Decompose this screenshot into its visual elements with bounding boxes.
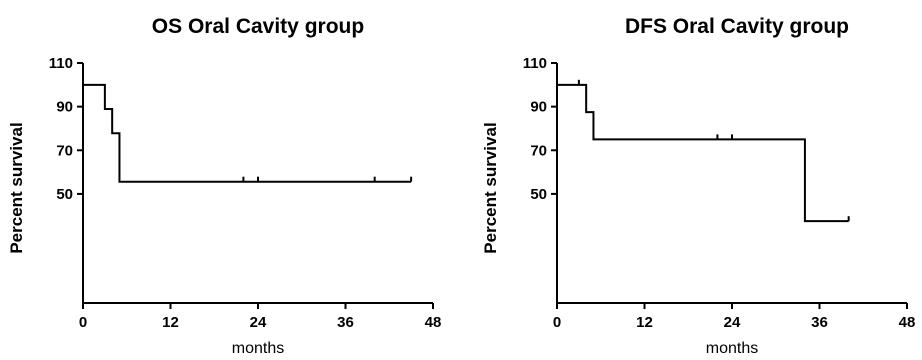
- y-axis-label: Percent survival: [7, 122, 26, 253]
- y-tick-label: 50: [530, 186, 547, 203]
- y-tick-label: 50: [56, 186, 73, 203]
- y-tick-label: 110: [49, 55, 73, 72]
- x-tick-label: 48: [899, 314, 916, 331]
- x-tick-label: 24: [250, 314, 267, 331]
- survival-curve: [83, 83, 412, 183]
- x-tick-label: 36: [811, 314, 828, 331]
- y-tick-label: 70: [530, 142, 547, 159]
- x-tick-label: 48: [425, 314, 442, 331]
- dfs-chart-panel: DFS Oral Cavity group Percent survival mon…: [481, 15, 915, 357]
- y-tick-label: 110: [523, 55, 547, 72]
- x-tick-label: 12: [162, 314, 179, 331]
- y-tick-label: 90: [56, 99, 73, 116]
- x-tick-label: 0: [553, 314, 561, 331]
- x-tick-label: 0: [79, 314, 87, 331]
- os-chart-panel: OS Oral Cavity group Percent survival mont…: [7, 15, 441, 357]
- y-tick-label: 90: [530, 99, 547, 116]
- x-axis-label: months: [232, 340, 284, 357]
- x-tick-label: 12: [636, 314, 653, 331]
- chart-title: OS Oral Cavity group: [152, 15, 364, 38]
- x-tick-label: 24: [724, 314, 741, 331]
- y-tick-label: 70: [56, 142, 73, 159]
- chart-title: DFS Oral Cavity group: [625, 15, 849, 38]
- survival-curve: [557, 83, 849, 223]
- x-tick-label: 36: [337, 314, 354, 331]
- x-axis-label: months: [706, 340, 758, 357]
- y-axis-label: Percent survival: [481, 122, 500, 253]
